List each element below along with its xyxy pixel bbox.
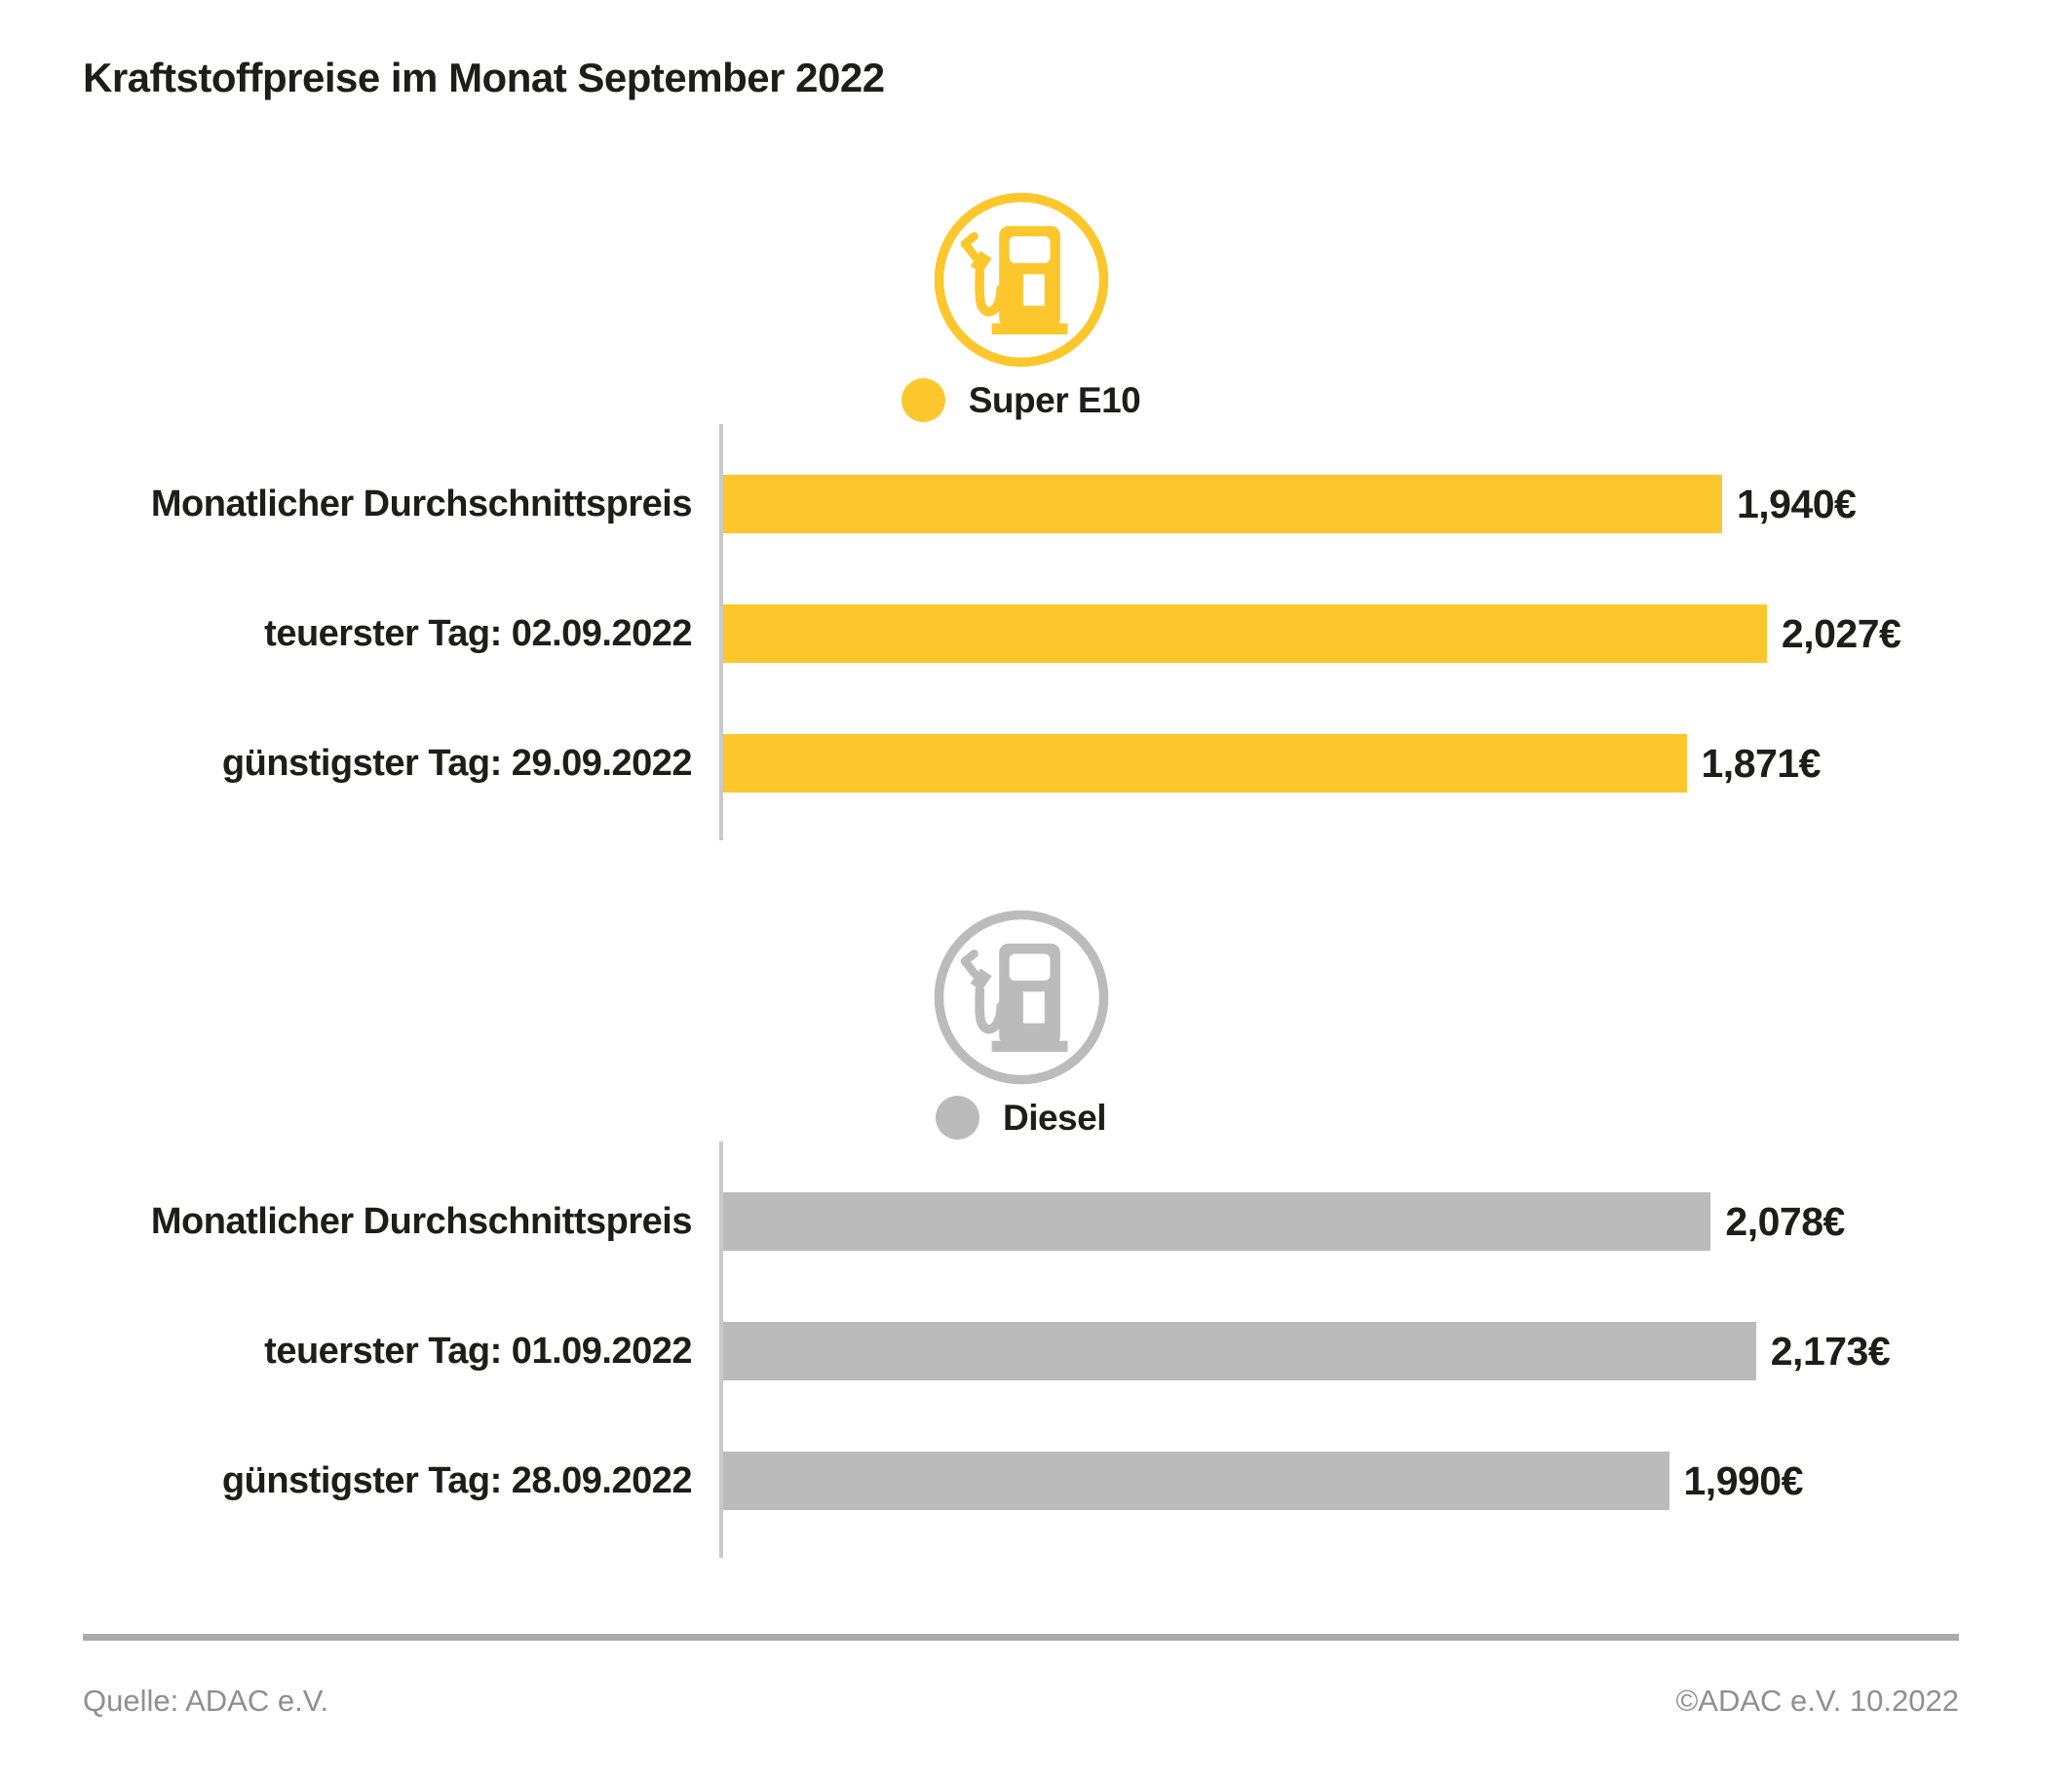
bar-value: 2,173€ [1770,1328,1891,1374]
legend-label: Diesel [1002,1097,1107,1138]
bar-value: 1,940€ [1736,481,1857,526]
bar-value: 1,990€ [1683,1457,1804,1503]
fuel-section: Diesel Monatlicher Durchschnittspreis 2,… [83,905,1959,1558]
bar-row: teuerster Tag: 01.09.2022 2,173€ [83,1322,1959,1380]
copyright-note: ©ADAC e.V. 10.2022 [1675,1684,1959,1718]
page-title: Kraftstoffpreise im Monat September 2022 [83,55,885,100]
bar [723,604,1767,663]
legend: Diesel [935,1096,1107,1140]
section-header: Super E10 [83,187,1959,422]
footer-divider [83,1634,1959,1641]
bar-label: Monatlicher Durchschnittspreis [150,483,693,524]
bar-row: günstigster Tag: 29.09.2022 1,871€ [83,734,1959,793]
bar-row: günstigster Tag: 28.09.2022 1,990€ [83,1452,1959,1510]
bar-label: teuerster Tag: 02.09.2022 [264,612,692,654]
legend: Super E10 [901,378,1141,422]
bar-row: Monatlicher Durchschnittspreis 2,078€ [83,1192,1959,1251]
bar-value: 1,871€ [1701,740,1822,786]
bar [723,1452,1669,1510]
legend-dot [935,1096,979,1140]
bar-row: Monatlicher Durchschnittspreis 1,940€ [83,475,1959,533]
bar-area: 1,940€ [719,475,1959,533]
legend-label: Super E10 [968,379,1141,420]
legend-dot [901,378,945,422]
section-header: Diesel [83,905,1959,1140]
bar-row: teuerster Tag: 02.09.2022 2,027€ [83,604,1959,663]
bar-area: 2,078€ [719,1192,1959,1251]
bar [723,1192,1711,1251]
footer: Quelle: ADAC e.V. ©ADAC e.V. 10.2022 [83,1684,1959,1719]
bar-label: teuerster Tag: 01.09.2022 [264,1330,692,1372]
bar-area: 2,173€ [719,1322,1959,1380]
fuel-pump-icon [929,905,1114,1090]
bar-label: Monatlicher Durchschnittspreis [150,1200,693,1242]
bar-value: 2,027€ [1781,610,1901,656]
bar-area: 2,027€ [719,604,1959,663]
bar-area: 1,990€ [719,1452,1959,1510]
chart-sections: Super E10 Monatlicher Durchschnittspreis… [83,187,1959,1558]
bar-value: 2,078€ [1725,1198,1845,1244]
fuel-section: Super E10 Monatlicher Durchschnittspreis… [83,187,1959,840]
bar [723,734,1687,793]
bar-chart: Monatlicher Durchschnittspreis 2,078€ te… [83,1142,1959,1558]
bar-area: 1,871€ [719,734,1959,793]
fuel-pump-icon [929,187,1114,372]
bar [723,1322,1756,1380]
bar-label: günstigster Tag: 28.09.2022 [221,1459,693,1501]
bar [723,475,1722,533]
bar-label: günstigster Tag: 29.09.2022 [221,742,693,784]
source-note: Quelle: ADAC e.V. [83,1684,329,1718]
bar-chart: Monatlicher Durchschnittspreis 1,940€ te… [83,424,1959,840]
